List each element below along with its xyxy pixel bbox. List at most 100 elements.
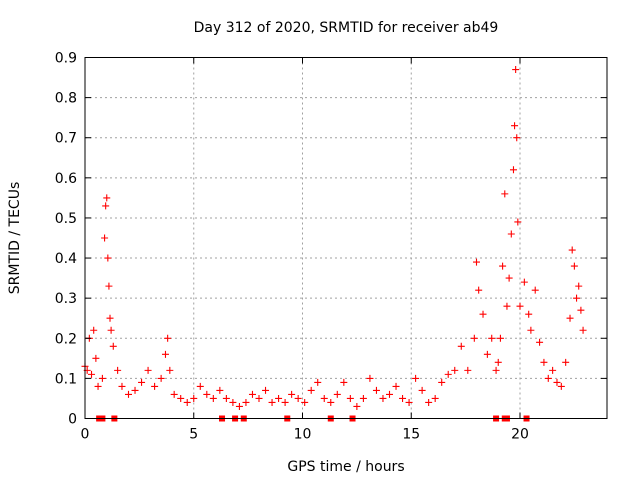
data-point: [255, 394, 263, 402]
data-point: [183, 398, 191, 406]
data-point: [473, 258, 480, 266]
data-point: [94, 382, 102, 390]
data-point: [540, 358, 548, 366]
data-point: [346, 394, 354, 402]
data-point: [488, 334, 496, 342]
axis-ticks: [84, 57, 607, 419]
data-point: [568, 246, 576, 254]
data-point: [575, 282, 583, 290]
data-point: [294, 394, 302, 402]
data-point: [536, 338, 544, 346]
y-tick-label: 0.3: [55, 291, 77, 307]
y-tick-label: 0.1: [55, 371, 77, 387]
data-point: [177, 394, 185, 402]
data-point: [577, 306, 585, 314]
data-point: [92, 354, 100, 362]
data-point: [235, 402, 243, 410]
data-point: [366, 374, 374, 382]
data-point: [248, 390, 256, 398]
y-tick-label: 0.9: [55, 51, 77, 67]
data-point: [496, 334, 504, 342]
data-point: [470, 334, 478, 342]
data-point: [104, 254, 112, 262]
data-point: [166, 366, 174, 374]
data-point: [379, 394, 387, 402]
data-point: [288, 390, 296, 398]
data-point: [103, 194, 111, 202]
data-point: [157, 374, 165, 382]
data-point: [125, 390, 132, 398]
y-tick-label: 0.5: [55, 211, 77, 227]
data-point: [573, 294, 581, 302]
data-point: [514, 218, 522, 226]
data-point: [425, 398, 433, 406]
x-tick-label: 15: [402, 427, 420, 443]
data-point: [475, 286, 483, 294]
data-point: [418, 386, 426, 394]
data-marks: [81, 66, 587, 422]
data-point: [570, 262, 578, 270]
data-point: [314, 378, 322, 386]
data-point: [464, 366, 472, 374]
x-tick-label: 0: [81, 427, 90, 443]
data-point: [144, 366, 152, 374]
data-point: [281, 398, 289, 406]
data-point: [549, 366, 557, 374]
data-point: [520, 278, 528, 286]
data-point: [372, 386, 380, 394]
data-point: [268, 398, 276, 406]
data-point: [527, 326, 535, 334]
data-point: [88, 370, 96, 378]
data-point: [90, 326, 98, 334]
data-point: [170, 390, 178, 398]
data-point: [118, 382, 126, 390]
data-point: [513, 134, 521, 142]
data-point: [511, 122, 519, 130]
y-axis-label: SRMTID / TECUs: [7, 182, 23, 295]
chart-title: Day 312 of 2020, SRMTID for receiver ab4…: [194, 20, 499, 36]
data-point: [320, 394, 328, 402]
data-point: [203, 390, 211, 398]
data-point: [509, 166, 517, 174]
y-tick-label: 0.8: [55, 91, 77, 107]
x-tick-label: 5: [189, 427, 198, 443]
data-point: [392, 382, 400, 390]
data-point: [101, 234, 109, 242]
data-point: [503, 302, 511, 310]
data-point: [131, 386, 139, 394]
data-point: [216, 386, 224, 394]
data-point: [105, 282, 113, 290]
plot-frame: [84, 57, 608, 419]
data-point: [190, 394, 198, 402]
data-point: [483, 350, 491, 358]
data-point: [209, 394, 217, 402]
data-point: [479, 310, 487, 318]
data-point: [516, 302, 524, 310]
data-point: [359, 394, 367, 402]
data-point: [106, 314, 114, 322]
data-point: [307, 386, 315, 394]
data-point: [457, 342, 465, 350]
data-point: [333, 390, 341, 398]
x-axis-label: GPS time / hours: [287, 459, 404, 475]
data-point: [494, 358, 502, 366]
data-point: [262, 386, 270, 394]
data-point: [98, 374, 106, 382]
data-point: [138, 378, 146, 386]
x-tick-label: 20: [511, 427, 529, 443]
data-point: [431, 394, 439, 402]
y-tick-label: 0.7: [55, 131, 77, 147]
data-point: [242, 398, 250, 406]
data-point: [102, 202, 110, 210]
data-point: [557, 382, 565, 390]
data-point: [562, 358, 570, 366]
x-tick-label: 10: [294, 427, 312, 443]
data-point: [399, 394, 407, 402]
data-point: [161, 350, 169, 358]
data-point: [512, 66, 520, 74]
data-point: [507, 230, 515, 238]
y-tick-label: 0.2: [55, 331, 77, 347]
data-point: [438, 378, 446, 386]
data-point: [566, 314, 574, 322]
data-point: [327, 398, 335, 406]
